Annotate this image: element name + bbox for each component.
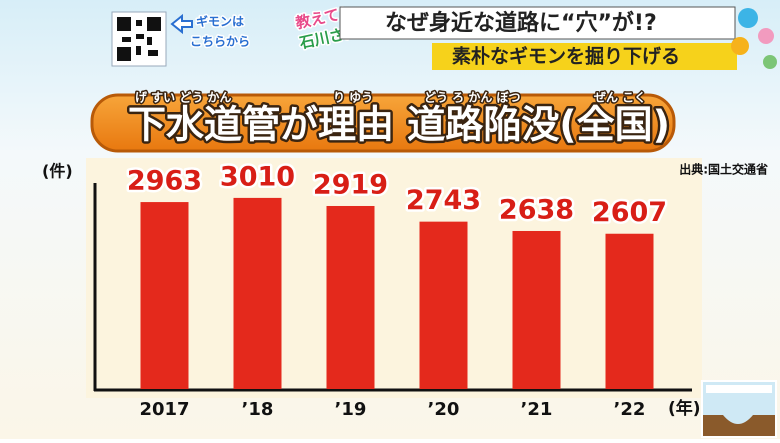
x-tick-label: ’19 xyxy=(335,399,367,420)
bar xyxy=(512,230,561,389)
subheadline: 素朴なギモンを掘り下げる xyxy=(452,45,680,68)
title-ruby: どう ろ かん ぼつ xyxy=(424,91,521,105)
title-ruby: ぜん こく xyxy=(594,91,646,105)
title-ruby: げ すい どう かん xyxy=(135,90,232,105)
qr-pattern xyxy=(117,17,161,61)
chart-title: 下水道管が理由 道路陥没(全国) xyxy=(128,103,670,147)
headline: なぜ身近な道路に“穴”が!? xyxy=(385,10,657,36)
marks: 2017 2963 ’18 3010 ’19 2919 ’20 2743 ’21 2638 ’22 2… xyxy=(124,159,669,420)
value-label: 3010 xyxy=(220,161,295,192)
x-tick-label: 2017 xyxy=(139,399,189,420)
y-axis-label: (件) xyxy=(42,162,73,181)
x-tick-label: ’20 xyxy=(428,399,460,420)
x-tick-label: ’21 xyxy=(521,399,553,420)
source: 出典:国土交通省 xyxy=(679,162,768,177)
value-label: 2638 xyxy=(499,194,574,225)
title-banner xyxy=(90,93,676,153)
subheadline-box xyxy=(432,43,737,70)
arrow xyxy=(170,13,193,35)
decoration xyxy=(731,8,777,69)
title-ruby: り ゆう xyxy=(333,91,373,105)
x-tick-label: ’18 xyxy=(242,399,274,420)
qr-caption: こちらから xyxy=(190,35,250,49)
bar xyxy=(233,197,282,389)
x-axis-label: (年) xyxy=(668,398,701,419)
bar xyxy=(605,233,654,389)
thumbnail[interactable] xyxy=(701,380,777,438)
bar xyxy=(140,202,189,389)
bar xyxy=(419,221,468,389)
value-label: 2919 xyxy=(313,169,388,200)
value-label: 2743 xyxy=(406,185,481,216)
bar xyxy=(326,205,375,389)
x-tick-label: ’22 xyxy=(614,399,646,420)
value-label: 2607 xyxy=(592,197,667,228)
value-label: 2963 xyxy=(127,166,202,197)
qr-caption: ギモンは xyxy=(196,14,244,29)
headline-box xyxy=(339,6,736,40)
chart-panel xyxy=(86,158,702,398)
